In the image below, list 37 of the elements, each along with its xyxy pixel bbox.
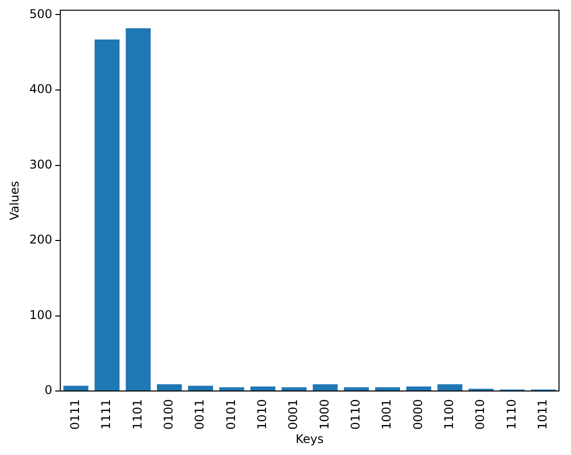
bar: [406, 386, 432, 391]
y-tick-label: 200: [29, 232, 52, 247]
x-tick-label: 1000: [317, 399, 332, 430]
x-tick-label: 1010: [255, 399, 270, 430]
bar: [94, 40, 120, 391]
bar: [63, 386, 88, 391]
bar: [375, 387, 400, 391]
x-tick-label: 0111: [68, 399, 82, 430]
x-tick-label: 0000: [410, 399, 425, 430]
x-tick-label: 1111: [99, 399, 114, 430]
x-tick-label: 1001: [380, 399, 394, 430]
x-tick-label: 1110: [504, 399, 518, 430]
x-tick-label: 1100: [442, 399, 456, 430]
bar: [282, 387, 307, 391]
bar: [126, 28, 151, 391]
x-tick-label: 0010: [473, 399, 488, 430]
x-tick-label: 0001: [286, 399, 300, 430]
x-tick-label: 1011: [536, 399, 550, 430]
bar: [437, 384, 462, 391]
y-axis-title: Values: [7, 181, 22, 220]
y-tick-label: 500: [29, 6, 52, 21]
x-tick-label: 0011: [192, 399, 207, 430]
x-tick-label: 0110: [348, 399, 363, 430]
y-tick-label: 0: [44, 383, 52, 398]
bar: [219, 387, 244, 391]
x-tick-label: 0101: [224, 399, 238, 430]
x-tick-label: 1101: [130, 399, 144, 430]
bar: [344, 387, 369, 391]
bar: [188, 386, 214, 391]
bar: [156, 384, 182, 391]
bar: [312, 384, 338, 391]
x-tick-label: 0100: [162, 399, 176, 430]
y-tick-label: 400: [29, 82, 52, 96]
y-tick-label: 100: [29, 308, 52, 322]
x-axis-title: Keys: [296, 432, 324, 446]
bar: [250, 386, 276, 391]
y-tick-label: 300: [29, 157, 52, 172]
